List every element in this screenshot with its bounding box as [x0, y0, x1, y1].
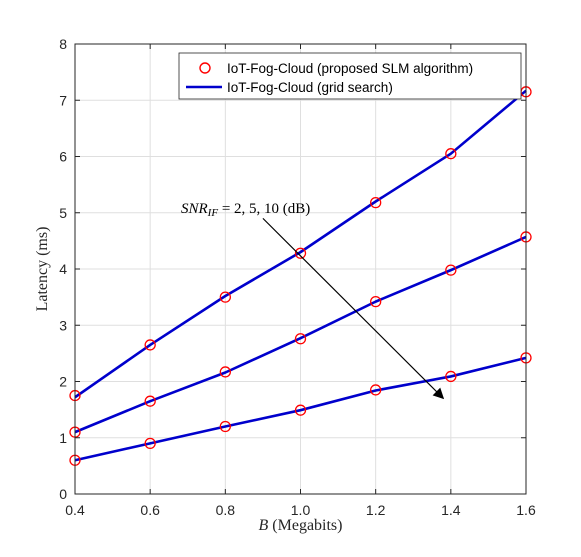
slm-point	[370, 295, 382, 308]
x-tick-label: 0.4	[65, 502, 85, 518]
slm-point	[370, 196, 382, 209]
x-tick-label: 1.6	[516, 502, 536, 518]
y-tick-label: 2	[59, 374, 67, 390]
annotation-arrow	[262, 217, 445, 400]
slm-point	[445, 148, 457, 160]
slm-point	[219, 366, 231, 378]
y-tick-label: 1	[59, 430, 67, 446]
x-tick-label: 0.6	[140, 502, 160, 518]
grid-search-line-2	[74, 356, 527, 462]
slm-point	[445, 264, 457, 276]
legend-entry-slm: IoT-Fog-Cloud (proposed SLM algorithm)	[227, 61, 473, 76]
x-tick-label: 1.0	[291, 502, 311, 518]
y-tick-label: 0	[59, 486, 67, 502]
y-tick-label: 3	[59, 317, 67, 333]
legend-entry-grid: IoT-Fog-Cloud (grid search)	[227, 80, 393, 95]
x-tick-label: 1.4	[441, 502, 461, 518]
slm-point	[144, 395, 156, 407]
y-tick-label: 8	[59, 36, 67, 52]
slm-point	[219, 420, 231, 433]
y-tick-label: 7	[59, 92, 67, 108]
slm-point	[294, 404, 307, 416]
slm-point	[294, 247, 307, 259]
slm-point	[445, 370, 457, 383]
slm-point	[219, 291, 231, 303]
legend: IoT-Fog-Cloud (proposed SLM algorithm) I…	[178, 52, 522, 100]
y-axis-label: Latency (ms)	[34, 227, 51, 312]
y-tick-label: 5	[59, 205, 67, 221]
x-tick-label: 1.2	[366, 502, 386, 518]
y-tick-label: 6	[59, 149, 67, 165]
legend-marker-circle	[199, 62, 211, 74]
y-tick-label: 4	[59, 261, 67, 277]
slm-point	[370, 384, 382, 396]
grid-search-line-1	[74, 235, 527, 434]
legend-box	[178, 52, 522, 100]
slm-point	[294, 333, 307, 345]
x-tick-label: 0.8	[216, 502, 236, 518]
slm-point	[144, 339, 156, 351]
axis-ticks: 0.4 0.6 0.8 1.0 1.2 1.4 1.6 0 1 2 3 4 5 6 7 8	[59, 36, 536, 518]
snr-annotation: SNRIF = 2, 5, 10 (dB)	[181, 201, 445, 400]
slm-point	[144, 437, 156, 450]
annotation-text: SNRIF = 2, 5, 10 (dB)	[181, 201, 310, 219]
x-axis-label: B (Megabits)	[259, 517, 343, 534]
grid-search-line-0	[74, 89, 527, 399]
